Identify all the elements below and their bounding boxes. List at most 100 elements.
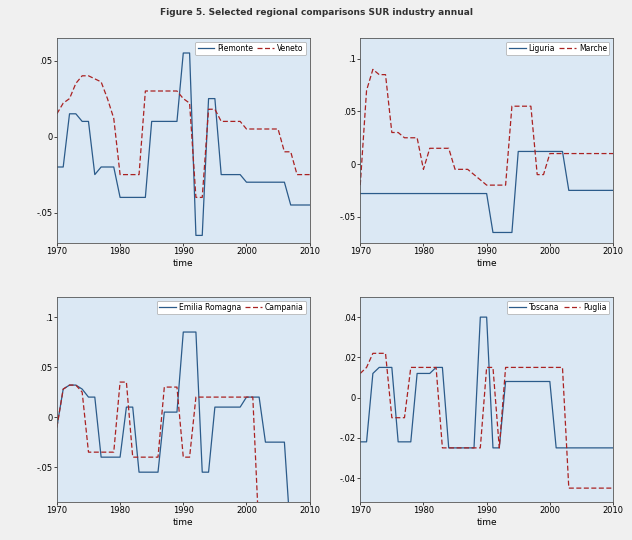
Puglia (426, 364, 434, 370)
Marche (470, 171, 478, 178)
Veneto (255, 126, 263, 132)
Marche (432, 145, 440, 152)
Campania (167, 384, 174, 390)
Toscana (382, 364, 389, 370)
Marche (388, 129, 396, 136)
Toscana (445, 444, 453, 451)
Campania (224, 394, 231, 400)
Emilia Romagna (287, 534, 295, 540)
Campania (91, 449, 99, 455)
Campania (293, 534, 301, 540)
Liguria (477, 190, 484, 197)
Toscana (609, 444, 617, 451)
Liguria (382, 190, 389, 197)
Puglia (571, 485, 579, 491)
Puglia (451, 444, 459, 451)
Marche (521, 103, 528, 110)
Toscana (584, 444, 592, 451)
Puglia (458, 444, 465, 451)
Marche (590, 150, 598, 157)
Emilia Romagna (161, 409, 168, 415)
Piemonte (179, 50, 187, 56)
Marche (578, 150, 585, 157)
Puglia (489, 364, 497, 370)
Piemonte (274, 179, 282, 185)
Veneto (268, 126, 276, 132)
Liguria (495, 230, 503, 236)
Puglia (552, 364, 560, 370)
Toscana (489, 444, 497, 451)
Piemonte (110, 164, 118, 170)
Campania (116, 379, 124, 386)
Emilia Romagna (179, 329, 187, 335)
Puglia (578, 485, 585, 491)
Veneto (53, 111, 61, 117)
Toscana (597, 444, 604, 451)
Piemonte (224, 171, 231, 178)
Piemonte (123, 194, 130, 201)
Veneto (249, 126, 257, 132)
Piemonte (129, 194, 137, 201)
Line: Liguria: Liguria (360, 151, 613, 233)
Liguria (508, 230, 516, 236)
Emilia Romagna (78, 386, 86, 393)
Liguria (356, 190, 364, 197)
Puglia (375, 350, 383, 356)
Marche (552, 150, 560, 157)
Puglia (401, 415, 408, 421)
Puglia (420, 364, 427, 370)
Marche (426, 145, 434, 152)
Campania (173, 384, 181, 390)
Veneto (262, 126, 269, 132)
Piemonte (91, 171, 99, 178)
Emilia Romagna (104, 454, 111, 461)
Marche (502, 182, 509, 188)
Piemonte (236, 171, 244, 178)
Toscana (394, 438, 402, 445)
Campania (243, 394, 250, 400)
Marche (540, 171, 547, 178)
Veneto (135, 171, 143, 178)
Toscana (578, 444, 585, 451)
Line: Campania: Campania (57, 382, 310, 537)
Marche (495, 182, 503, 188)
Marche (375, 71, 383, 78)
Liguria (426, 190, 434, 197)
Line: Piemonte: Piemonte (57, 53, 310, 235)
Liguria (439, 190, 446, 197)
Marche (489, 182, 497, 188)
Campania (217, 394, 225, 400)
Emilia Romagna (230, 404, 238, 410)
Emilia Romagna (274, 439, 282, 446)
Toscana (477, 314, 484, 320)
Marche (401, 134, 408, 141)
Veneto (91, 76, 99, 82)
Piemonte (293, 202, 301, 208)
Liguria (401, 190, 408, 197)
Campania (97, 449, 105, 455)
Piemonte (53, 164, 61, 170)
Piemonte (205, 96, 212, 102)
Piemonte (268, 179, 276, 185)
Toscana (464, 444, 471, 451)
Piemonte (72, 111, 80, 117)
Legend: Emilia Romagna, Campania: Emilia Romagna, Campania (157, 301, 306, 314)
Campania (186, 454, 193, 461)
Puglia (590, 485, 598, 491)
Campania (53, 424, 61, 430)
Veneto (85, 72, 92, 79)
Emilia Romagna (249, 394, 257, 400)
Veneto (217, 118, 225, 125)
Campania (255, 534, 263, 540)
Emilia Romagna (167, 409, 174, 415)
Veneto (97, 79, 105, 85)
Puglia (565, 485, 573, 491)
X-axis label: time: time (173, 259, 193, 268)
Campania (268, 534, 276, 540)
Puglia (464, 444, 471, 451)
Piemonte (167, 118, 174, 125)
Piemonte (249, 179, 257, 185)
Marche (559, 150, 566, 157)
Campania (85, 449, 92, 455)
Puglia (514, 364, 522, 370)
